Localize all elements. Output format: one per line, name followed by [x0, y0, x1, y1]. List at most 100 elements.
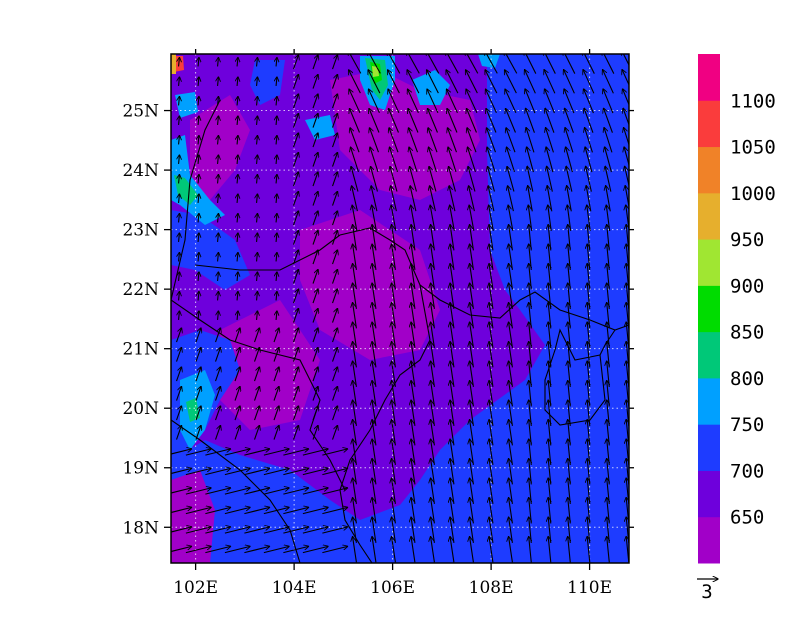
- wind-vector: [332, 133, 338, 148]
- wind-vector: [507, 166, 515, 192]
- wind-vector: [389, 108, 399, 133]
- y-tick-label: 20N: [122, 399, 159, 419]
- wind-vector: [486, 108, 497, 133]
- wind-vector: [176, 367, 182, 382]
- wind-vector: [198, 116, 199, 126]
- wind-vector: [176, 425, 182, 440]
- wind-vector: [332, 308, 338, 323]
- field-800-850-b: [174, 175, 198, 205]
- wind-vector: [171, 449, 191, 455]
- wind-vector: [545, 108, 555, 133]
- wind-vector: [525, 70, 536, 94]
- wind-vector: [391, 186, 397, 212]
- wind-vector: [237, 253, 238, 262]
- wind-vector: [215, 328, 221, 343]
- wind-vector: [237, 194, 238, 204]
- wind-vector: [195, 386, 201, 401]
- wind-vector: [410, 186, 417, 212]
- wind-vector: [263, 527, 289, 534]
- wind-vector: [224, 468, 250, 476]
- wind-vector: [427, 89, 439, 114]
- wind-vector: [349, 70, 361, 94]
- wind-vector: [505, 89, 517, 114]
- wind-vector: [218, 292, 219, 301]
- colorbar-segment: [698, 516, 720, 564]
- wind-vector: [257, 311, 258, 321]
- wind-vector: [312, 172, 318, 187]
- wind-vector: [624, 128, 629, 147]
- x-tick-label: 104E: [272, 578, 317, 598]
- wind-vector: [466, 89, 478, 114]
- wind-vector: [466, 70, 478, 94]
- colorbar-label: 650: [730, 507, 764, 529]
- wind-vector: [332, 172, 338, 187]
- wind-vector: [198, 311, 199, 321]
- wind-vector: [234, 347, 240, 362]
- wind-vector: [215, 347, 221, 362]
- wind-vectors: [171, 54, 629, 563]
- wind-vector: [372, 537, 377, 563]
- wind-vector: [198, 77, 199, 87]
- wind-vector: [293, 308, 299, 323]
- y-tick-label: 23N: [122, 221, 159, 241]
- wind-vector: [428, 128, 438, 153]
- wind-vector: [312, 406, 318, 421]
- field-below-650-b: [330, 70, 480, 200]
- wind-vector: [450, 205, 455, 231]
- wind-vector: [408, 108, 419, 133]
- colorbar-segment: [698, 192, 720, 240]
- wind-vector: [179, 292, 180, 301]
- wind-vector: [224, 546, 250, 554]
- wind-vector: [486, 89, 497, 114]
- wind-vector: [603, 89, 614, 114]
- wind-vector: [179, 194, 180, 204]
- wind-vector: [215, 367, 221, 382]
- wind-vector: [293, 74, 299, 89]
- wind-vector: [234, 386, 240, 401]
- wind-vector: [332, 289, 338, 304]
- colorbar-segment: [698, 331, 720, 379]
- wind-vector: [273, 406, 279, 421]
- colorbar-label: 800: [730, 368, 764, 390]
- wind-vector: [312, 347, 318, 362]
- wind-vector: [293, 230, 299, 245]
- colorbar-segment: [698, 377, 720, 425]
- wind-vector: [372, 205, 377, 231]
- wind-vector: [237, 175, 238, 184]
- wind-vector: [410, 166, 417, 192]
- wind-vector: [371, 166, 378, 192]
- wind-vector: [625, 166, 629, 189]
- wind-vector: [293, 289, 299, 304]
- wind-vector: [332, 230, 338, 245]
- wind-vector: [237, 214, 238, 223]
- wind-vector: [237, 233, 238, 243]
- wind-vector: [179, 253, 180, 262]
- field-west-patch-a: [171, 210, 250, 290]
- wind-vector: [312, 74, 318, 89]
- wind-vector: [312, 152, 318, 167]
- wind-vector: [332, 152, 338, 167]
- wind-vector: [429, 147, 438, 173]
- wind-vector: [370, 128, 379, 153]
- colorbar-label: 700: [730, 460, 764, 482]
- wind-vector: [237, 311, 238, 321]
- wind-vector: [273, 347, 279, 362]
- wind-vector: [185, 527, 211, 534]
- wind-vector: [244, 507, 269, 515]
- wind-vector: [263, 449, 289, 456]
- wind-vector: [276, 272, 277, 282]
- wind-vector: [257, 155, 258, 165]
- wind-vector: [332, 250, 338, 265]
- wind-vector: [185, 507, 211, 515]
- wind-vector: [368, 70, 381, 94]
- wind-vector: [237, 272, 238, 282]
- wind-vector: [276, 311, 277, 321]
- y-axis: 18N 19N 20N 21N 22N 23N 24N 25N: [122, 102, 634, 538]
- wind-vector: [237, 136, 238, 145]
- map-plot-area: [171, 54, 629, 563]
- coastlines-borders: [171, 99, 629, 563]
- wind-vector: [568, 537, 571, 563]
- wind-vector: [487, 128, 496, 153]
- wind-vector: [312, 386, 318, 401]
- wind-vector: [257, 136, 258, 145]
